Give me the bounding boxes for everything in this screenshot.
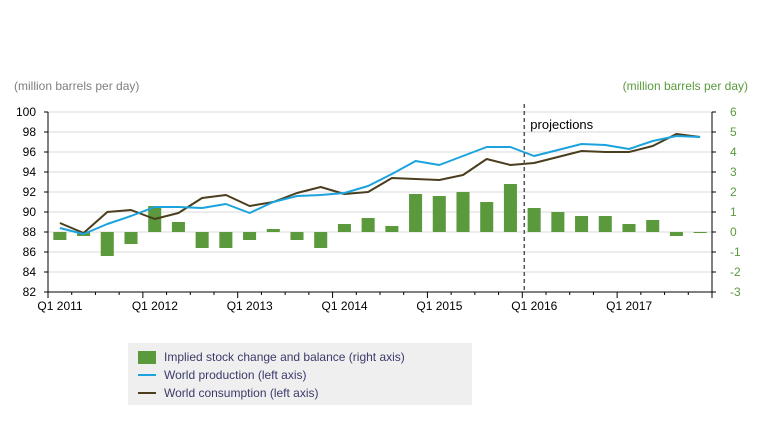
projections-label: projections bbox=[530, 117, 593, 132]
tick-labels: 100 98 96 94 92 90 88 86 84 82 6 5 4 3 2 1 0 -1 -2 -3 Q1 201… bbox=[16, 105, 741, 313]
bar bbox=[53, 232, 67, 240]
right-tick-label: 0 bbox=[730, 225, 737, 239]
left-tick-label: 92 bbox=[23, 185, 37, 199]
left-tick-label: 90 bbox=[23, 205, 37, 219]
x-tick-label: Q1 2017 bbox=[606, 299, 652, 313]
world-production-line bbox=[59, 135, 701, 235]
legend-label: World production (left axis) bbox=[164, 368, 307, 382]
right-tick-label: 6 bbox=[730, 105, 737, 119]
left-tick-label: 98 bbox=[23, 125, 37, 139]
bar bbox=[598, 216, 612, 232]
x-tick-label: Q1 2014 bbox=[322, 299, 368, 313]
bar bbox=[646, 220, 660, 232]
legend-item-world-production: World production (left axis) bbox=[138, 367, 307, 383]
x-tick-label: Q1 2013 bbox=[227, 299, 273, 313]
left-tick-label: 82 bbox=[23, 285, 37, 299]
right-tick-label: -1 bbox=[730, 245, 741, 259]
bar bbox=[575, 216, 589, 232]
projection-marker: projections bbox=[523, 104, 594, 292]
bar bbox=[480, 202, 494, 232]
bar bbox=[622, 224, 636, 232]
right-axis-unit-label: (million barrels per day) bbox=[622, 79, 748, 93]
bar bbox=[337, 224, 351, 232]
bar bbox=[219, 232, 233, 248]
left-axis-unit-label: (million barrels per day) bbox=[14, 79, 140, 93]
bar bbox=[456, 192, 470, 232]
series-lines bbox=[59, 133, 701, 235]
bar bbox=[432, 196, 446, 232]
left-tick-label: 88 bbox=[23, 225, 37, 239]
world-consumption-line bbox=[59, 133, 701, 234]
left-tick-label: 100 bbox=[16, 105, 36, 119]
x-tick-label: Q1 2015 bbox=[416, 299, 462, 313]
legend-item-stock-change: Implied stock change and balance (right … bbox=[138, 349, 405, 365]
bar bbox=[693, 232, 707, 233]
bar bbox=[100, 232, 114, 256]
bar bbox=[551, 212, 565, 232]
axes bbox=[44, 111, 716, 298]
left-tick-label: 86 bbox=[23, 245, 37, 259]
legend-swatch-bar bbox=[138, 350, 156, 364]
right-tick-label: 4 bbox=[730, 145, 737, 159]
legend-item-world-consumption: World consumption (left axis) bbox=[138, 385, 319, 401]
bar bbox=[314, 232, 328, 248]
bar bbox=[195, 232, 209, 248]
stock-change-bars bbox=[53, 184, 707, 256]
bar bbox=[503, 184, 517, 232]
legend: Implied stock change and balance (right … bbox=[128, 343, 472, 405]
bar bbox=[409, 194, 423, 232]
x-tick-label: Q1 2016 bbox=[511, 299, 557, 313]
bar bbox=[527, 208, 541, 232]
bar bbox=[124, 232, 138, 244]
bar bbox=[361, 218, 375, 232]
bar bbox=[266, 229, 280, 232]
legend-label: World consumption (left axis) bbox=[164, 386, 319, 400]
x-tick-label: Q1 2011 bbox=[37, 299, 82, 313]
legend-swatch-line bbox=[138, 374, 156, 376]
right-tick-label: -3 bbox=[730, 285, 741, 299]
left-tick-label: 94 bbox=[23, 165, 37, 179]
x-tick-label: Q1 2012 bbox=[132, 299, 178, 313]
bar bbox=[669, 232, 683, 236]
left-tick-label: 84 bbox=[23, 265, 37, 279]
legend-swatch-line bbox=[138, 392, 156, 394]
right-tick-label: 1 bbox=[730, 205, 737, 219]
legend-label: Implied stock change and balance (right … bbox=[164, 350, 405, 364]
bar bbox=[171, 222, 185, 232]
bar bbox=[290, 232, 304, 240]
right-tick-label: 5 bbox=[730, 125, 737, 139]
bar bbox=[243, 232, 257, 240]
right-tick-label: -2 bbox=[730, 265, 741, 279]
right-tick-label: 3 bbox=[730, 165, 737, 179]
left-tick-label: 96 bbox=[23, 145, 37, 159]
bar bbox=[385, 226, 399, 232]
right-tick-label: 2 bbox=[730, 185, 737, 199]
grid bbox=[48, 111, 712, 293]
